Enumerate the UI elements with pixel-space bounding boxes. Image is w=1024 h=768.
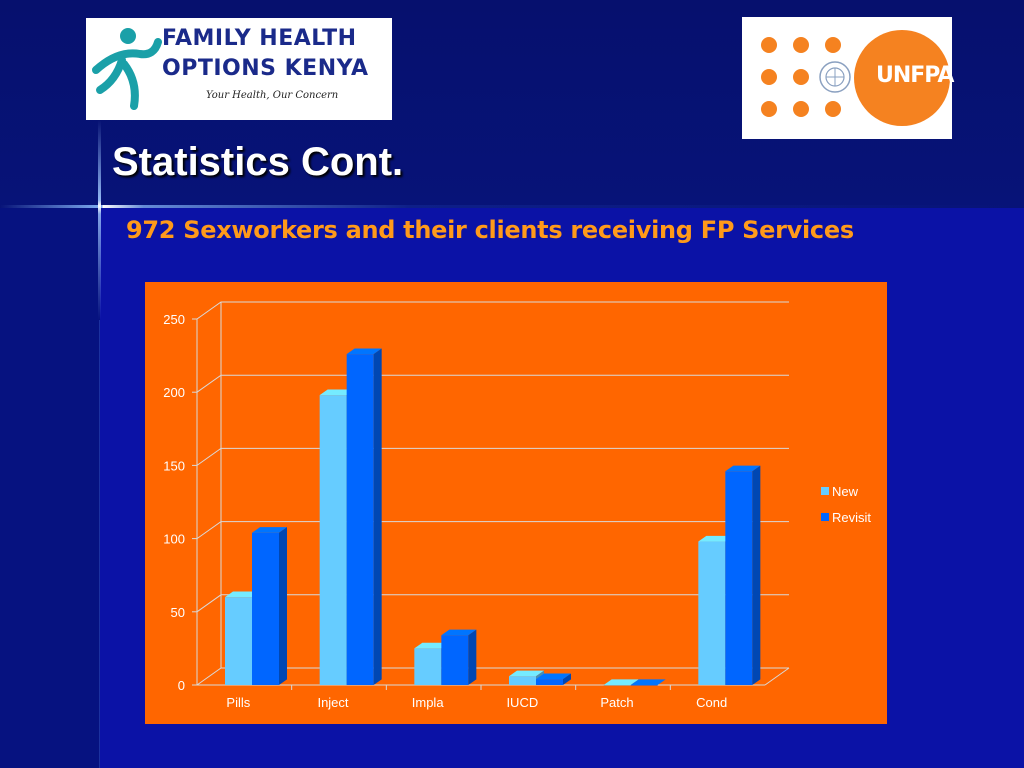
x-tick-label: Impla bbox=[412, 695, 445, 710]
x-tick-label: Inject bbox=[317, 695, 348, 710]
bar-top-new-pills bbox=[225, 591, 260, 598]
bar-top-revisit-impla bbox=[441, 629, 477, 636]
x-tick-label: IUCD bbox=[506, 695, 538, 710]
bar-revisit-inject bbox=[346, 354, 374, 685]
x-tick-label: Cond bbox=[696, 695, 727, 710]
bar-top-new-cond bbox=[698, 535, 734, 542]
y-tick-label: 100 bbox=[163, 532, 185, 547]
bar-side-revisit-cond bbox=[752, 465, 761, 685]
bar-new-impla bbox=[414, 648, 442, 685]
gridline bbox=[196, 374, 789, 393]
light-flare-vertical bbox=[98, 120, 101, 320]
light-flare-horizontal bbox=[0, 205, 1024, 208]
legend-swatch-revisit bbox=[821, 513, 829, 521]
bar-top-new-patch bbox=[603, 679, 639, 685]
runner-figure-icon bbox=[92, 28, 162, 110]
bar-top-revisit-cond bbox=[725, 465, 761, 472]
bar-revisit-pills bbox=[252, 532, 279, 685]
bar-side-revisit-iucd bbox=[563, 673, 571, 685]
bar-side-revisit-inject bbox=[373, 348, 382, 685]
bar-side-revisit-impla bbox=[468, 629, 477, 685]
y-tick-label: 50 bbox=[171, 605, 185, 620]
unfpa-logo: UNFPA bbox=[742, 17, 954, 139]
bar-revisit-cond bbox=[725, 471, 753, 685]
logo-line-1: FAMILY HEALTH bbox=[162, 26, 357, 51]
gridline bbox=[196, 521, 789, 540]
logo-line-2: OPTIONS KENYA bbox=[162, 56, 369, 81]
bar-revisit-patch bbox=[630, 685, 658, 686]
gridline bbox=[196, 667, 789, 686]
gridline bbox=[196, 594, 789, 613]
bar-top-new-inject bbox=[319, 389, 355, 396]
bar-top-revisit-inject bbox=[346, 348, 382, 355]
bar-new-iucd bbox=[509, 676, 536, 685]
slide-title: Statistics Cont. bbox=[112, 140, 404, 184]
logo-tagline: Your Health, Our Concern bbox=[206, 90, 339, 101]
bar-top-new-iucd bbox=[509, 670, 544, 677]
slide-subtitle: 972 Sexworkers and their clients receivi… bbox=[126, 216, 854, 244]
legend-label-revisit: Revisit bbox=[832, 510, 871, 525]
bar-new-cond bbox=[698, 541, 726, 685]
floor-edge bbox=[764, 667, 790, 686]
bar-new-pills bbox=[225, 597, 252, 685]
unfpa-emblem-icon bbox=[761, 30, 950, 126]
chart-canvas: 0 50 100 150 200 250 Pills Inject Impla IUCD Patch… bbox=[163, 301, 871, 710]
legend-swatch-new bbox=[821, 487, 829, 495]
y-tick-label: 0 bbox=[178, 678, 185, 693]
legend-label-new: New bbox=[832, 484, 859, 499]
y-tick-label: 250 bbox=[163, 312, 185, 327]
bar-top-revisit-pills bbox=[252, 527, 287, 533]
bar-top-revisit-iucd bbox=[536, 673, 571, 680]
gridline bbox=[196, 447, 789, 466]
bar-side-revisit-pills bbox=[279, 527, 287, 685]
bar-chart: 0 50 100 150 200 250 Pills Inject Impla IUCD Patch… bbox=[145, 282, 887, 724]
x-tick-label: Pills bbox=[226, 695, 250, 710]
x-tick-label: Patch bbox=[600, 695, 633, 710]
divider-line bbox=[99, 320, 100, 768]
bar-revisit-iucd bbox=[536, 679, 563, 685]
y-tick-label: 150 bbox=[163, 458, 185, 473]
bar-top-revisit-patch bbox=[630, 679, 666, 685]
bar-top-new-impla bbox=[414, 642, 450, 649]
bar-revisit-impla bbox=[441, 635, 469, 685]
gridline bbox=[196, 301, 789, 320]
left-band bbox=[0, 208, 100, 768]
bar-new-patch bbox=[603, 685, 631, 686]
y-tick-label: 200 bbox=[163, 385, 185, 400]
unfpa-logo-text: UNFPA bbox=[876, 63, 954, 88]
bar-new-inject bbox=[319, 395, 347, 685]
family-health-options-logo: FAMILY HEALTH OPTIONS KENYA Your Health,… bbox=[86, 18, 392, 120]
